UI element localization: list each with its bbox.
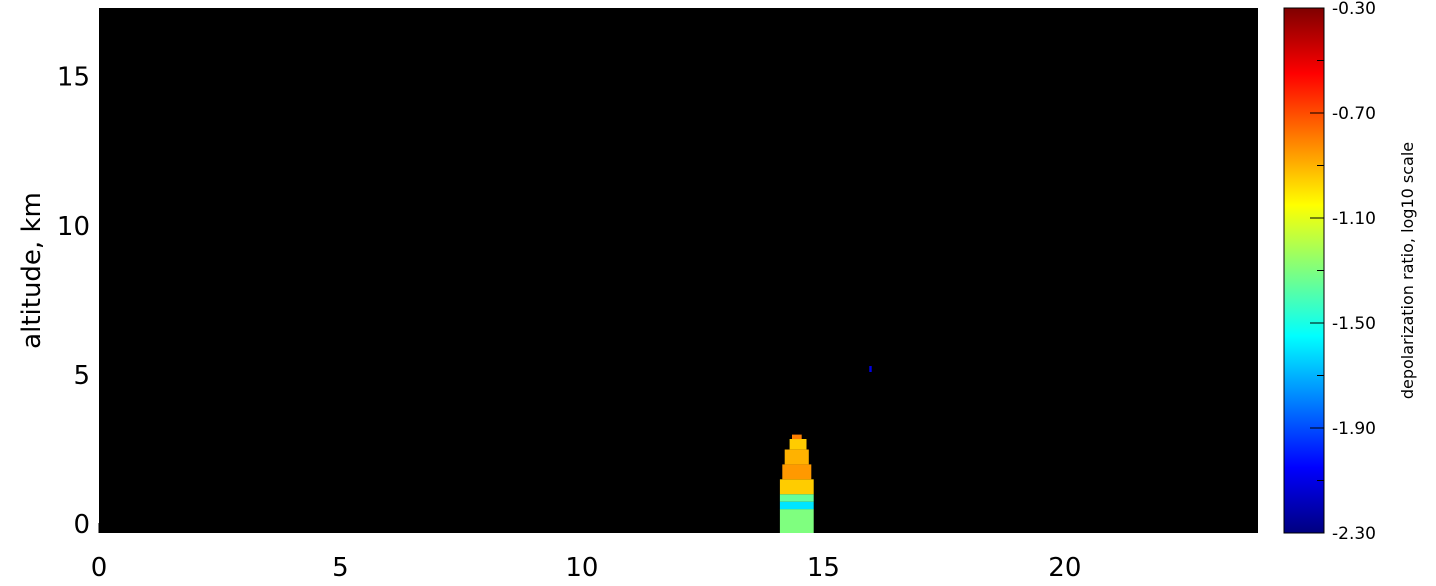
colorbar-ticks: -0.30 -0.70 -1.10 -1.50 -1.90 -2.30 [1310,0,1376,544]
colorbar-tick-label: -1.90 [1332,419,1376,439]
colorbar-tick-label: -2.30 [1332,524,1376,544]
x-tick-label: 20 [1048,553,1081,583]
x-tick-label: 0 [91,553,108,583]
colorbar-tick-label: -1.10 [1332,209,1376,229]
heatmap-cell-1 [779,501,814,510]
colorbar-label: depolarization ratio, log10 scale [1398,142,1417,399]
heatmap-cell-5 [784,449,809,465]
heatmap-cell-4 [782,464,812,480]
colorbar-tick-label: -0.30 [1332,0,1376,19]
colorbar-tick-label: -1.50 [1332,314,1376,334]
heatmap-cell-8 [869,366,872,372]
plot-area [99,8,1258,533]
x-tick-label: 15 [807,553,840,583]
x-tick-label: 5 [332,553,349,583]
heatmap-cell-2 [779,494,814,502]
y-axis: 0 5 10 15 [57,63,90,540]
heatmap-cell-0 [779,509,814,533]
y-tick-label: 0 [73,510,90,540]
y-tick-label: 15 [57,63,90,93]
y-tick-label: 5 [73,361,90,391]
x-axis: 0 5 10 15 20 [91,523,1081,583]
x-tick-label: 10 [565,553,598,583]
y-axis-label: altitude, km [17,192,47,349]
heatmap-cells [779,366,872,533]
heatmap-cell-7 [792,434,802,440]
y-tick-label: 10 [57,212,90,242]
heatmap-cell-3 [779,479,814,495]
heatmap-cell-6 [789,439,807,450]
colorbar-tick-label: -0.70 [1332,104,1376,124]
